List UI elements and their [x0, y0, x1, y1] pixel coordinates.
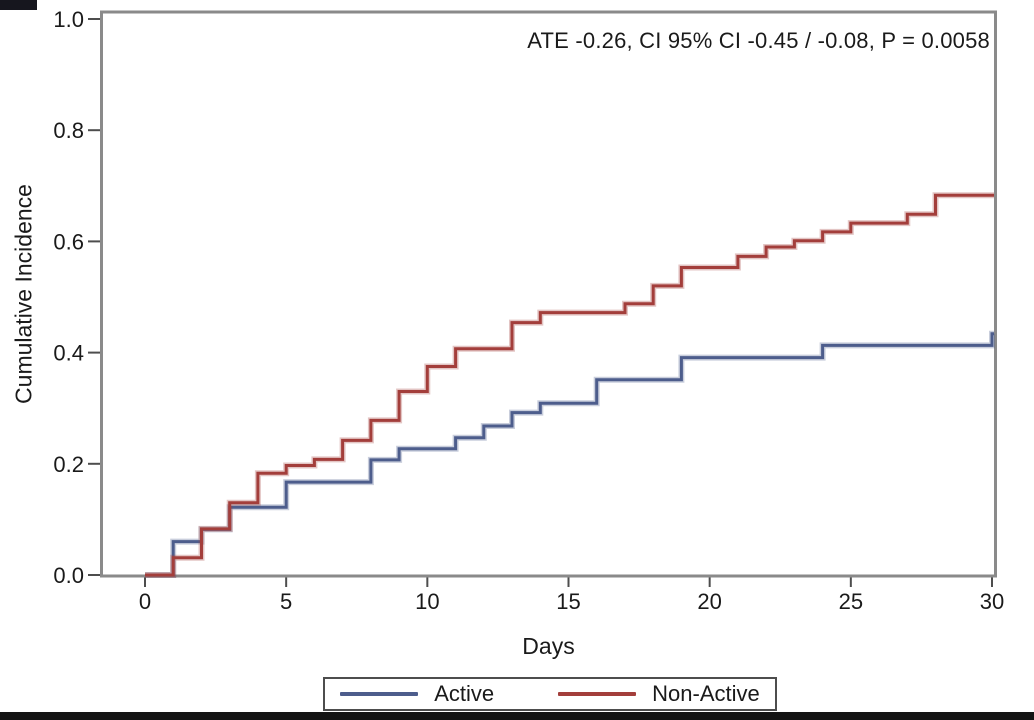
plot-frame [100, 10, 997, 578]
x-tick-label: 10 [415, 589, 439, 614]
legend-line-active [340, 692, 419, 696]
y-tick-label: 0.2 [53, 452, 84, 477]
series-line-non-active-halo [145, 192, 994, 578]
x-tick-label: 30 [980, 589, 1004, 614]
y-tick-label: 0.4 [53, 341, 84, 366]
x-tick-label: 0 [139, 589, 151, 614]
x-tick-label: 15 [556, 589, 580, 614]
screen-artifact-top-left [0, 0, 37, 10]
series-line-active-halo [145, 330, 995, 578]
stats-annotation: ATE -0.26, CI 95% CI -0.45 / -0.08, P = … [527, 28, 990, 53]
x-axis-title: Days [522, 633, 575, 659]
x-tick-label: 25 [839, 589, 863, 614]
legend-label-active: Active [434, 681, 495, 706]
y-axis-title: Cumulative Incidence [10, 184, 37, 404]
legend-line-non-active [558, 692, 637, 696]
series-line-non-active [145, 193, 994, 577]
y-tick-label: 0.0 [53, 563, 84, 588]
y-tick-label: 0.6 [53, 229, 84, 254]
series-line-active [145, 332, 994, 577]
legend-item-active: Active [340, 681, 494, 707]
screen-artifact-bottom-bar [0, 712, 1034, 720]
legend-label-non-active: Non-Active [652, 681, 760, 706]
x-tick-label: 5 [280, 589, 292, 614]
y-tick-label: 1.0 [53, 7, 84, 32]
legend-box: Active Non-Active [323, 677, 777, 711]
y-tick-label: 0.8 [53, 118, 84, 143]
legend-item-non-active: Non-Active [558, 681, 760, 707]
x-tick-label: 20 [697, 589, 721, 614]
